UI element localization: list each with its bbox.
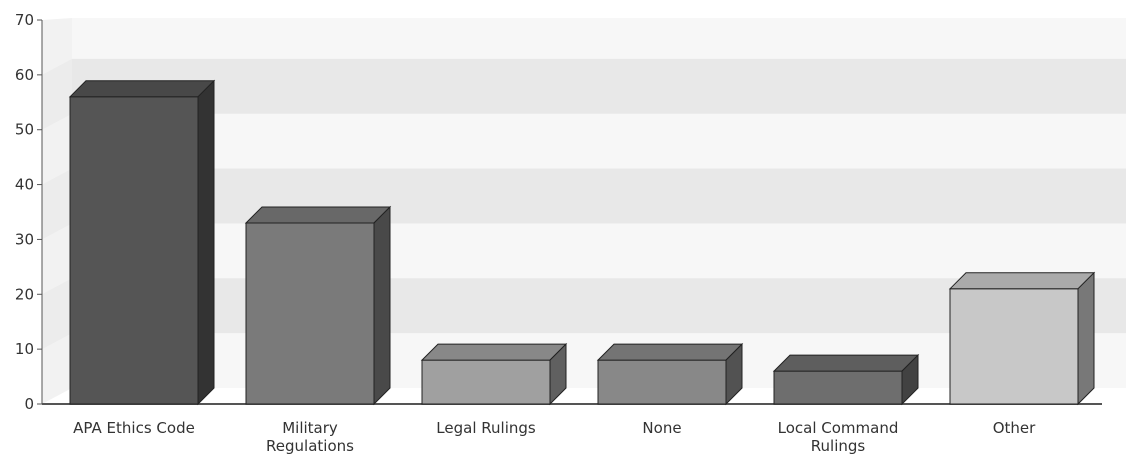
bar-top [772,354,920,372]
grid-band-side [42,278,72,350]
grid-band [72,168,1126,224]
category-label-line: Military [282,419,338,437]
grid-band [72,58,1126,114]
bar-top [420,343,568,361]
bar [68,79,216,406]
bar-front [773,370,903,405]
category-label: Local Command Rulings [778,419,899,455]
y-tick-label: 30 [15,230,34,248]
category-label-line: APA Ethics Code [73,419,195,437]
bar-top [596,343,744,361]
y-tick-label: 40 [15,176,34,194]
bar-front [421,359,551,405]
grid-band-side [42,168,72,240]
bar-top [948,272,1096,290]
category-label-line: Other [993,419,1036,437]
bar-side [1077,271,1095,406]
bars [68,79,1096,406]
bar-front [949,288,1079,405]
y-tick-label: 70 [15,11,34,29]
bar-side [725,342,743,406]
bar [420,342,568,406]
category-label-line: Local Command [778,419,899,437]
bar-side [901,353,919,406]
axes: 0 10 20 30 40 50 60 70 [15,11,1102,413]
bar [244,205,392,406]
y-tick-label: 60 [15,66,34,84]
category-label-line: Rulings [811,437,866,455]
bar-top [244,206,392,224]
category-label: APA Ethics Code [73,419,195,437]
y-tick-label: 10 [15,340,34,358]
bar-front [597,359,727,405]
category-label-line: Legal Rulings [436,419,536,437]
bar-top [68,80,216,98]
category-label-line: Regulations [266,437,354,455]
y-tick-label: 20 [15,285,34,303]
bar-front [69,96,199,405]
bar [948,271,1096,406]
bar-side [549,342,567,406]
category-label: Military Regulations [266,419,354,455]
grid-band-side [42,58,72,130]
bar-side [373,205,391,406]
y-tick-label: 0 [24,395,34,413]
bar [596,342,744,406]
category-label: Legal Rulings [436,419,536,437]
bar-side [197,79,215,406]
category-label-line: None [642,419,681,437]
category-labels: APA Ethics Code Military Regulations Legal … [73,419,1036,455]
category-label: None [642,419,681,437]
bar [772,353,920,406]
bar-front [245,222,375,405]
category-label: Other [993,419,1036,437]
y-tick-label: 50 [15,121,34,139]
